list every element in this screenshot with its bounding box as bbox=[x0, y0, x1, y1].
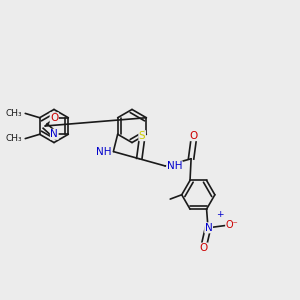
Text: O: O bbox=[200, 243, 208, 253]
Text: +: + bbox=[216, 210, 223, 219]
Text: N: N bbox=[205, 223, 212, 233]
Text: S: S bbox=[139, 131, 146, 141]
Text: NH: NH bbox=[167, 161, 182, 171]
Text: O: O bbox=[50, 113, 58, 123]
Text: O⁻: O⁻ bbox=[226, 220, 238, 230]
Text: CH₃: CH₃ bbox=[6, 109, 22, 118]
Text: CH₃: CH₃ bbox=[6, 134, 22, 143]
Text: NH: NH bbox=[96, 147, 112, 157]
Text: N: N bbox=[50, 129, 58, 139]
Text: O: O bbox=[190, 131, 198, 141]
